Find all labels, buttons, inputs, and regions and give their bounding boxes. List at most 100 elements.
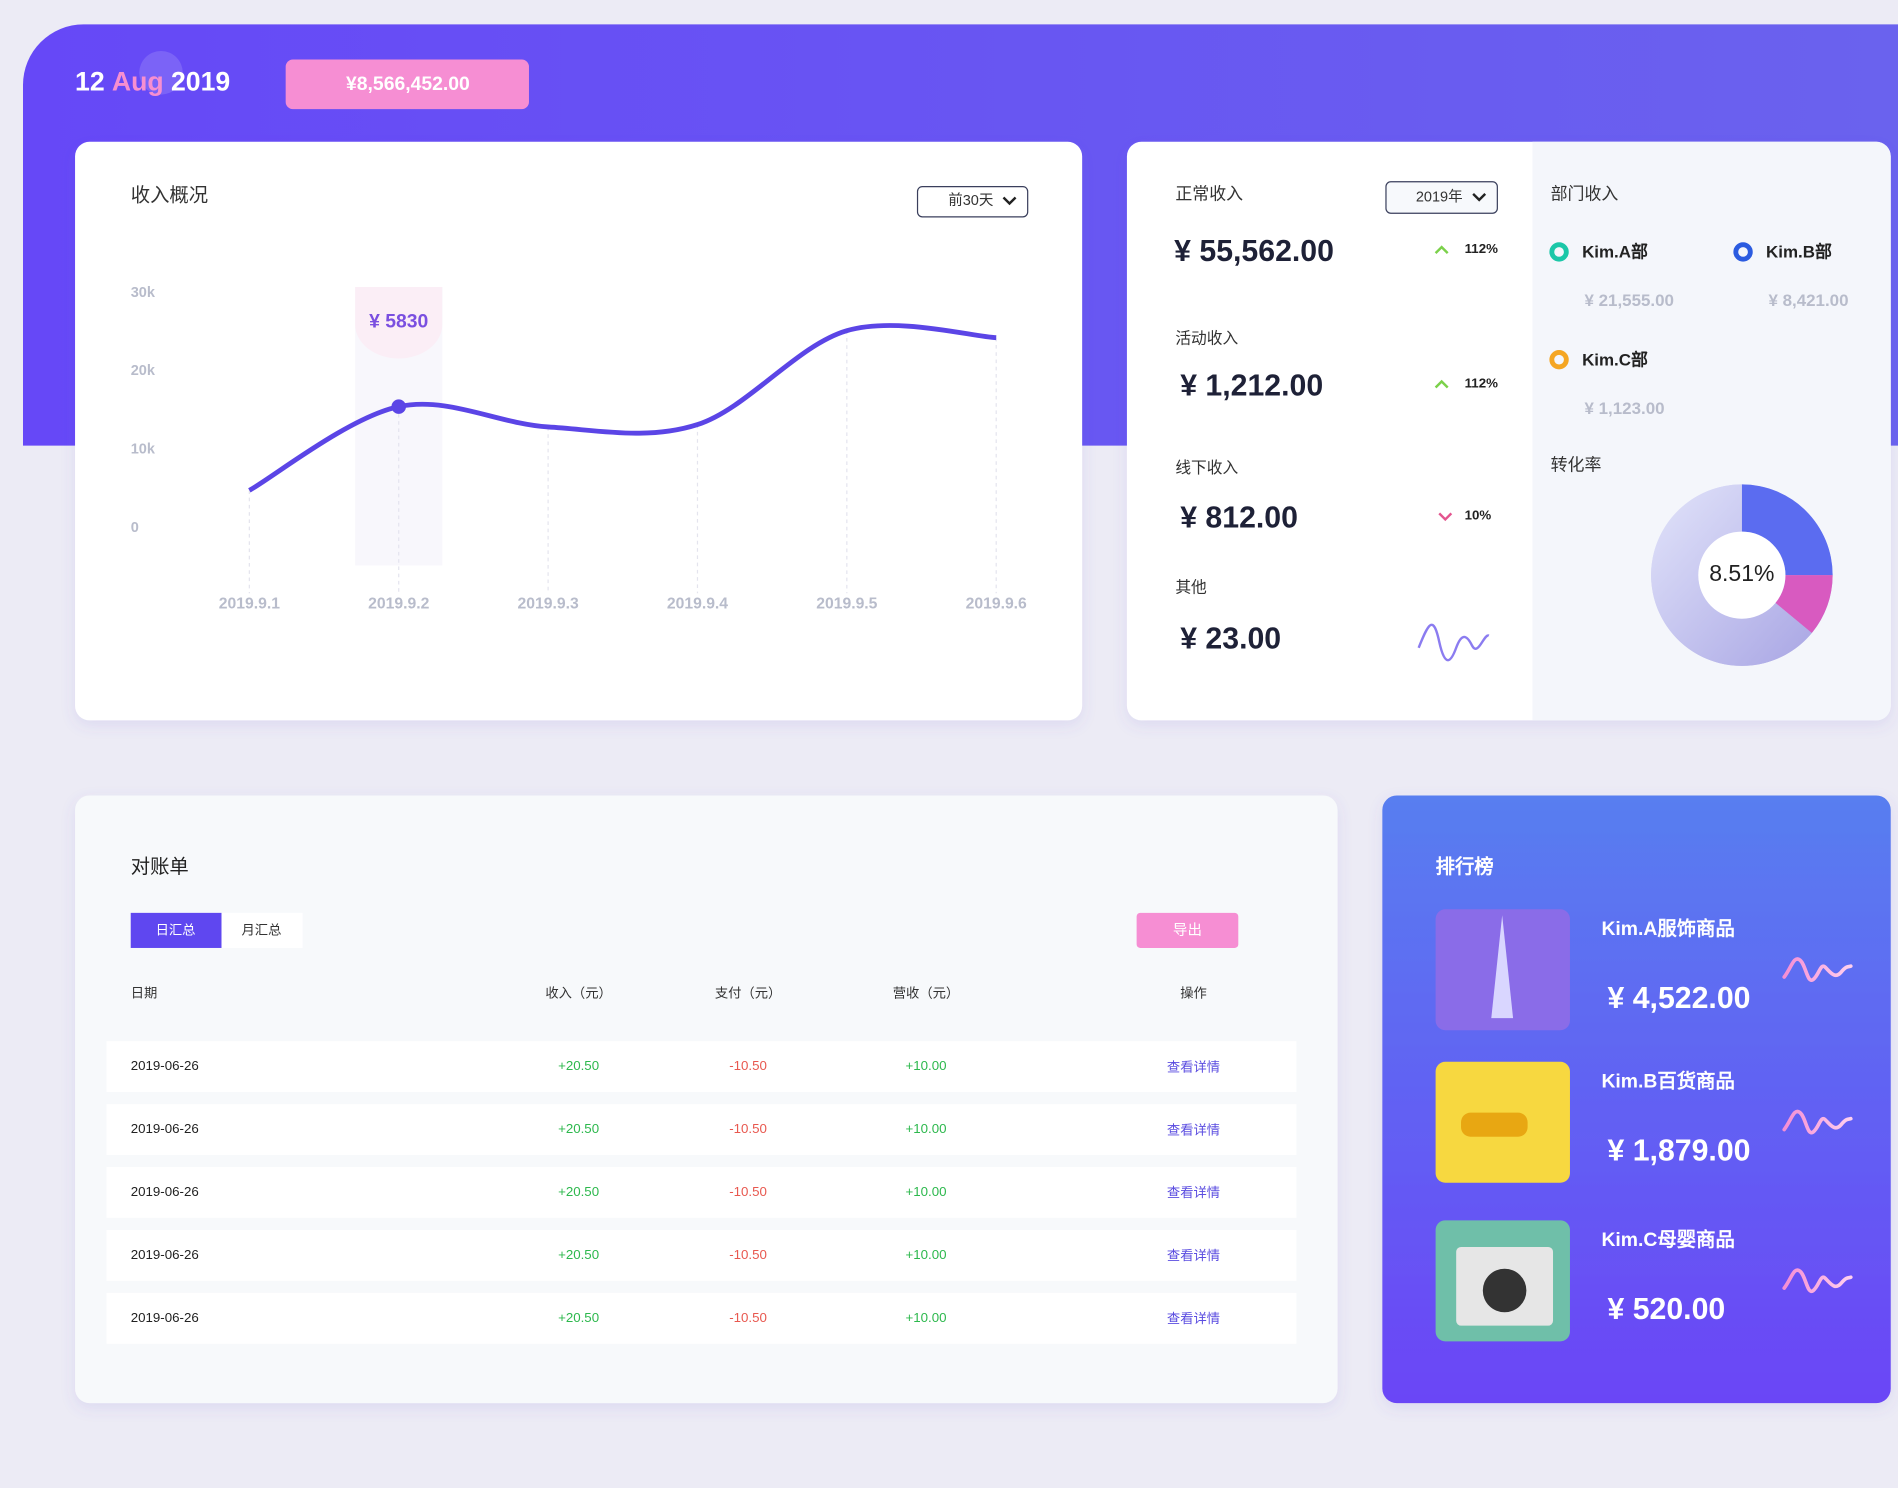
sparkline [1417, 623, 1490, 662]
donut-label: 8.51% [1709, 560, 1774, 586]
year-dropdown[interactable] [1385, 181, 1498, 214]
detail-link[interactable]: 查看详情 [1167, 1185, 1220, 1200]
department-dot [1549, 349, 1569, 370]
table-cell: 2019-06-26 [131, 1310, 199, 1325]
table-cell: +20.50 [558, 1310, 599, 1325]
revenue-line [248, 323, 997, 493]
export-label: 导出 [1173, 922, 1202, 939]
table-cell: +20.50 [558, 1247, 599, 1262]
tooltip [355, 287, 443, 359]
tab[interactable] [221, 912, 303, 948]
sparkline [1782, 1109, 1853, 1135]
table-row [106, 1104, 1297, 1155]
table-cell: 2019-06-26 [131, 1121, 199, 1136]
department-amount: ¥ 1,123.00 [1584, 399, 1664, 418]
product-name: Kim.C母婴商品 [1601, 1228, 1734, 1251]
department-name: Kim.A部 [1582, 242, 1648, 262]
total-button[interactable] [285, 59, 529, 110]
table-cell: 2019-06-26 [131, 1184, 199, 1199]
x-tick-label: 2019.9.4 [667, 595, 728, 612]
table-cell: +20.50 [558, 1121, 599, 1136]
table-cell: -10.50 [729, 1184, 767, 1199]
product-figure [1491, 915, 1514, 1019]
date: 12 Aug 2019 [75, 67, 230, 97]
income-label: 活动收入 [1175, 329, 1238, 347]
department-name: Kim.B部 [1766, 242, 1832, 262]
income-label: 其他 [1175, 579, 1207, 597]
income-change: 112% [1465, 375, 1498, 390]
table-row [106, 1229, 1297, 1281]
chevron [1002, 196, 1017, 206]
decor [139, 51, 183, 95]
detail-link[interactable]: 查看详情 [1167, 1248, 1220, 1263]
filter-label: 2019年 [1416, 188, 1463, 205]
table-row [106, 1041, 1297, 1093]
tab-active[interactable] [130, 912, 222, 948]
product-figure [1461, 1112, 1528, 1137]
income-change: 10% [1465, 507, 1492, 522]
table-cell: 2019-06-26 [131, 1247, 199, 1262]
column-header: 收入（元） [545, 985, 611, 1000]
table-cell: 2019-06-26 [131, 1058, 199, 1073]
x-tick-label: 2019.9.5 [816, 595, 877, 612]
x-tick-label: 2019.9.1 [219, 595, 280, 612]
card-title: 对账单 [131, 856, 189, 878]
donut-segment [1651, 484, 1812, 666]
sparkline [1782, 957, 1853, 983]
product-name: Kim.A服饰商品 [1601, 917, 1734, 940]
table-cell: -10.50 [729, 1247, 767, 1262]
x-tick-label: 2019.9.3 [518, 595, 579, 612]
filter-label: 前30天 [948, 192, 994, 209]
trend-arrow [1438, 512, 1453, 522]
income-amount: ¥ 812.00 [1180, 501, 1298, 534]
detail-link[interactable]: 查看详情 [1167, 1311, 1220, 1326]
table-row [106, 1167, 1297, 1218]
detail-link[interactable]: 查看详情 [1167, 1122, 1220, 1137]
chevron [1472, 192, 1487, 202]
product-amount: ¥ 1,879.00 [1607, 1135, 1750, 1168]
table-cell: +10.00 [905, 1310, 946, 1325]
table-cell: +10.00 [905, 1184, 946, 1199]
trend-arrow [1434, 379, 1449, 389]
y-tick-label: 30k [131, 285, 156, 301]
detail-link[interactable]: 查看详情 [1167, 1059, 1220, 1074]
income-amount: ¥ 23.00 [1180, 623, 1281, 656]
table-cell: -10.50 [729, 1058, 767, 1073]
highlight-point [391, 399, 406, 414]
income-amount: ¥ 55,562.00 [1174, 235, 1334, 268]
total: ¥8,566,452.00 [346, 73, 470, 95]
product-name: Kim.B百货商品 [1601, 1069, 1734, 1092]
card-title: 部门收入 [1551, 185, 1619, 204]
donut-hole [1698, 531, 1786, 619]
table-row [106, 1292, 1297, 1344]
table-cell: +10.00 [905, 1058, 946, 1073]
table-cell: +10.00 [905, 1121, 946, 1136]
sparkline [1782, 1268, 1853, 1294]
export-button[interactable] [1136, 912, 1239, 948]
filter-dropdown[interactable] [916, 185, 1029, 218]
card-title: 排行榜 [1436, 855, 1494, 878]
department-dot [1733, 242, 1753, 262]
product-amount: ¥ 4,522.00 [1607, 982, 1750, 1015]
y-tick-label: 20k [131, 363, 156, 379]
date-part: 2019 [171, 67, 230, 97]
department-amount: ¥ 21,555.00 [1584, 291, 1673, 310]
tab-label: 月汇总 [242, 923, 282, 938]
income-change: 112% [1465, 241, 1498, 256]
table-cell: +20.50 [558, 1184, 599, 1199]
column-header: 营收（元） [893, 985, 959, 1000]
column-header: 日期 [131, 985, 158, 1000]
donut-segment [1775, 575, 1833, 634]
column-header: 操作 [1180, 985, 1207, 1000]
department-amount: ¥ 8,421.00 [1768, 291, 1848, 310]
table-cell: +20.50 [558, 1058, 599, 1073]
card-title: 收入概况 [131, 184, 208, 206]
trend-arrow [1434, 245, 1449, 255]
department-dot [1549, 242, 1569, 262]
date-part: 12 [75, 67, 105, 97]
y-tick-label: 10k [131, 441, 156, 457]
table-cell: +10.00 [905, 1247, 946, 1262]
product-amount: ¥ 520.00 [1607, 1293, 1725, 1326]
